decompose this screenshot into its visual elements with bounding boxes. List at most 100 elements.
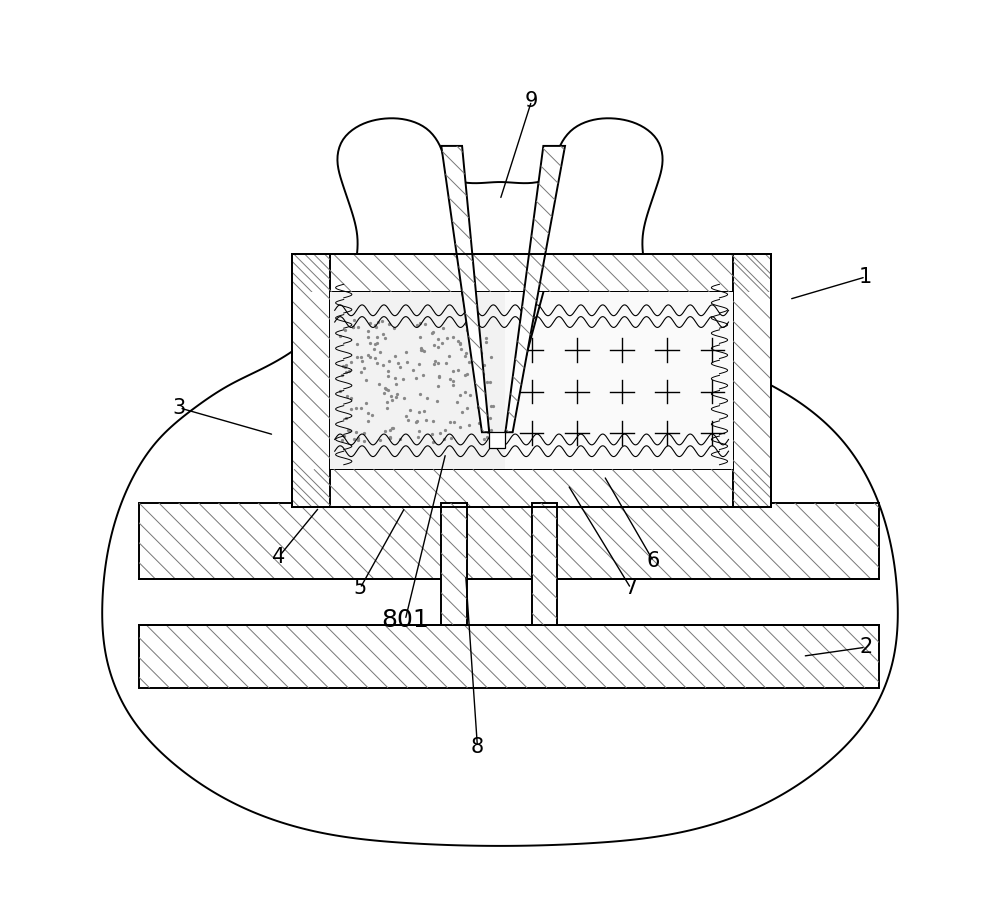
Point bbox=[418, 413, 434, 428]
Point bbox=[410, 429, 426, 444]
Bar bbox=[330, 293, 733, 469]
Point bbox=[379, 395, 395, 410]
Point bbox=[475, 367, 491, 381]
Point bbox=[377, 331, 393, 345]
Point bbox=[343, 390, 359, 405]
Point bbox=[396, 391, 412, 406]
Point bbox=[367, 351, 383, 365]
Point bbox=[438, 356, 454, 371]
Point bbox=[459, 323, 475, 337]
Point bbox=[478, 335, 494, 350]
Point bbox=[437, 422, 453, 437]
Point bbox=[452, 388, 468, 402]
Point bbox=[430, 340, 446, 354]
Point bbox=[390, 356, 406, 371]
Point bbox=[480, 425, 496, 439]
Point bbox=[353, 400, 369, 415]
Point bbox=[360, 330, 376, 344]
Point bbox=[378, 381, 394, 396]
Point bbox=[424, 427, 440, 441]
Point bbox=[483, 399, 499, 413]
Point bbox=[353, 365, 369, 380]
Point bbox=[334, 433, 350, 448]
Point bbox=[358, 373, 374, 388]
Point bbox=[471, 416, 487, 430]
Point bbox=[453, 342, 469, 357]
Point bbox=[380, 382, 396, 397]
Text: 2: 2 bbox=[859, 637, 872, 657]
Point bbox=[360, 347, 376, 361]
Point bbox=[339, 389, 355, 403]
Point bbox=[356, 434, 372, 448]
Point bbox=[454, 405, 470, 419]
Point bbox=[476, 358, 492, 372]
Point bbox=[405, 362, 421, 377]
Point bbox=[466, 360, 482, 374]
Point bbox=[436, 431, 452, 446]
Point bbox=[419, 390, 435, 405]
Point bbox=[377, 423, 393, 438]
Point bbox=[412, 387, 428, 401]
Bar bbox=[292, 255, 330, 507]
Point bbox=[461, 418, 477, 432]
Point bbox=[459, 367, 475, 381]
Point bbox=[457, 385, 473, 400]
Point bbox=[485, 426, 501, 440]
Point bbox=[392, 360, 408, 374]
Point bbox=[345, 320, 361, 334]
Point bbox=[411, 423, 427, 438]
Point bbox=[372, 344, 388, 359]
Text: 9: 9 bbox=[525, 91, 538, 111]
Point bbox=[473, 373, 489, 388]
Point bbox=[452, 419, 468, 434]
Point bbox=[385, 420, 401, 435]
Point bbox=[442, 372, 458, 387]
Point bbox=[467, 353, 483, 368]
Point bbox=[435, 321, 451, 335]
Point bbox=[335, 359, 351, 373]
Text: 6: 6 bbox=[647, 552, 660, 572]
Point bbox=[381, 317, 397, 332]
Point bbox=[340, 422, 356, 437]
Point bbox=[446, 415, 462, 429]
Point bbox=[415, 368, 431, 382]
Point bbox=[388, 377, 404, 391]
Point bbox=[471, 396, 487, 410]
Point bbox=[350, 433, 366, 448]
Point bbox=[468, 327, 484, 342]
Point bbox=[462, 388, 478, 402]
Point bbox=[389, 387, 405, 401]
Point bbox=[476, 432, 492, 447]
Point bbox=[409, 414, 425, 429]
Point bbox=[431, 370, 447, 384]
Point bbox=[426, 337, 442, 352]
Bar bbox=[292, 255, 771, 507]
Bar bbox=[330, 293, 505, 469]
Point bbox=[445, 373, 461, 388]
Point bbox=[399, 355, 415, 370]
Point bbox=[445, 378, 461, 392]
Point bbox=[395, 371, 411, 386]
Point bbox=[472, 390, 488, 404]
Point bbox=[471, 384, 487, 399]
Point bbox=[434, 336, 450, 351]
Point bbox=[416, 344, 432, 359]
Point bbox=[485, 399, 501, 413]
Polygon shape bbox=[102, 119, 898, 846]
Point bbox=[364, 408, 380, 422]
Point bbox=[416, 404, 432, 419]
Point bbox=[377, 381, 393, 396]
Point bbox=[452, 337, 468, 352]
Point bbox=[425, 324, 441, 339]
Point bbox=[345, 319, 361, 333]
Point bbox=[346, 432, 362, 447]
Point bbox=[349, 337, 365, 352]
Point bbox=[478, 331, 494, 345]
Point bbox=[471, 347, 487, 361]
Bar bbox=[292, 255, 771, 293]
Point bbox=[343, 401, 359, 416]
Polygon shape bbox=[441, 146, 489, 432]
Point bbox=[430, 379, 446, 393]
Point bbox=[362, 350, 378, 364]
Point bbox=[450, 363, 466, 378]
